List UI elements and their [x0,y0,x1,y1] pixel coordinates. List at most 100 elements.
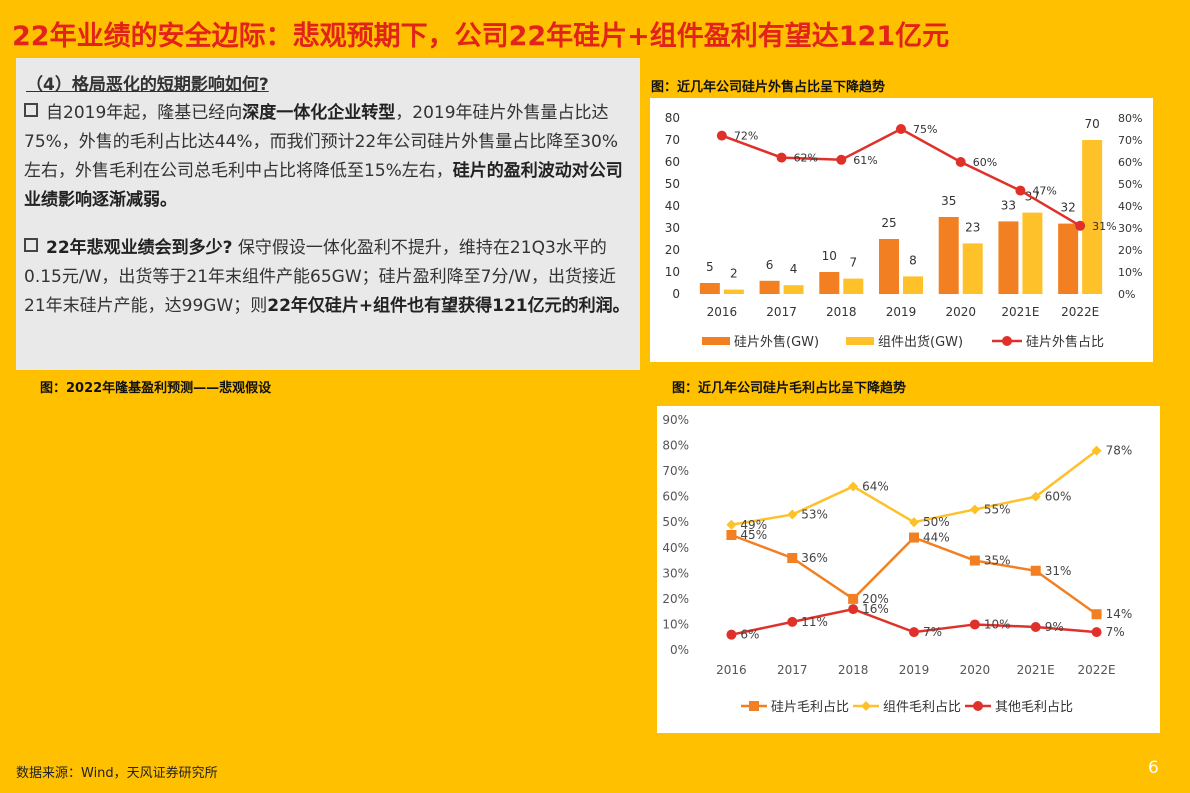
x-axis-tick-label: 2019 [899,663,930,677]
paragraph-transformation: 自2019年起，隆基已经向深度一体化企业转型，2019年硅片外售量占比达75%，… [24,103,623,210]
gross-profit-share-chart: 0% 10% 20% 30% 40% 50% 60% 70% 80% 90% 2016 2017 201… [662,413,1133,715]
line-data-label: 35% [984,554,1011,568]
bar-wafer-sales [938,217,959,294]
y-axis-tick-label: 60% [662,490,689,504]
x-axis-tick-label: 2022E [1078,663,1116,677]
legend-label: 硅片毛利占比 [771,700,849,715]
x-axis-tick-label: 2022E [1061,305,1099,319]
bar-data-label: 10 [822,249,837,263]
point-wafer-profit-share [787,553,798,563]
bar-module-shipments [962,243,983,294]
bar-data-label: 8 [909,253,917,267]
y-axis-tick-label: 10 [665,265,680,279]
line-data-label: 78% [1106,444,1133,458]
line-data-label: 16% [862,602,889,616]
bar-wafer-sales [998,221,1019,294]
line-point-wafer-share [1015,185,1026,196]
text-panel [16,58,640,370]
bar-data-label: 4 [790,262,798,276]
legend-marker-module-profit-share [861,701,871,711]
y2-axis-tick-label: 70% [1118,134,1142,147]
y-axis-tick-label: 0 [672,287,680,301]
line-data-label: 7% [923,625,942,639]
y2-axis-tick-label: 60% [1118,156,1142,169]
line-data-label: 55% [984,502,1011,516]
bar-module-shipments [1022,212,1043,294]
legend-label: 硅片外售(GW) [734,334,819,350]
legend-label: 组件出货(GW) [878,334,963,350]
line-data-label: 60% [973,156,997,169]
y2-axis-tick-label: 80% [1118,112,1142,125]
legend-marker-wafer-profit-share [749,701,759,711]
bar-wafer-sales [699,283,720,294]
line-data-label: 64% [862,479,889,493]
line-data-label: 49% [740,518,767,532]
point-wafer-profit-share [726,530,737,540]
bar-wafer-sales [819,272,840,294]
table-caption: 图：2022年隆基盈利预测——悲观假设 [40,381,272,396]
point-wafer-profit-share [848,593,859,604]
line-data-label: 31% [1092,220,1116,233]
bar-data-label: 32 [1061,201,1076,215]
bar-data-label: 70 [1085,117,1100,131]
line-data-label: 20% [862,592,889,606]
line-data-label: 44% [923,531,950,545]
line-point-wafer-share [716,130,727,141]
y2-axis-tick-label: 30% [1118,222,1142,235]
paragraph-pessimistic-forecast: 22年悲观业绩会到多少? 保守假设一体化盈利不提升，维持在21Q3水平的0.15… [24,238,630,316]
y-axis-tick-label: 40 [665,199,680,213]
line-data-label: 60% [1045,490,1072,504]
line-point-wafer-share [836,154,847,165]
line-data-label: 31% [1045,564,1072,578]
y-axis-tick-label: 50 [665,177,680,191]
slide-title: 22年业绩的安全边际：悲观预期下，公司22年硅片+组件盈利有望达121亿元 [12,21,950,52]
legend-marker-other-profit-share [973,701,983,711]
point-other-profit-share [909,627,919,638]
y-axis-tick-label: 20% [662,592,689,606]
y-axis-tick-label: 30 [665,221,680,235]
line-data-label: 61% [853,154,877,167]
y2-axis-tick-label: 20% [1118,244,1142,257]
point-module-profit-share [1030,491,1041,502]
line-data-label: 9% [1045,620,1064,634]
line-data-label: 6% [740,628,759,642]
point-wafer-profit-share [1030,565,1041,576]
x-axis-tick-label: 2020 [945,305,976,319]
line-point-wafer-share [1075,220,1086,231]
line-data-label: 45% [740,528,767,542]
y-axis-tick-label: 20 [665,243,680,257]
point-other-profit-share [726,629,737,640]
bar-wafer-sales [1058,223,1079,294]
section-subheading: （4）格局恶化的短期影响如何? [26,75,269,95]
legend-label: 组件毛利占比 [883,700,961,715]
y2-axis-tick-label: 40% [1118,200,1142,213]
line-data-label: 11% [801,615,828,629]
point-module-profit-share [909,517,919,528]
legend-swatch-wafer-sales [702,337,730,345]
line-data-label: 14% [1106,607,1133,621]
point-module-profit-share [726,519,737,530]
point-wafer-profit-share [969,555,980,566]
line-module-profit-share [731,449,1098,527]
x-axis-tick-label: 2018 [826,305,857,319]
point-other-profit-share [787,616,798,627]
y-axis-tick-label: 70% [662,464,689,478]
y2-axis-tick-label: 0% [1118,288,1135,301]
bar-wafer-sales [759,280,780,294]
line-data-label: 75% [913,123,937,136]
line-point-wafer-share [776,152,787,163]
legend-label: 硅片外售占比 [1026,334,1104,350]
y-axis-tick-label: 50% [662,515,689,529]
line-point-wafer-share [955,157,966,167]
page-number: 6 [1148,758,1159,778]
line-data-label: 53% [801,508,828,522]
x-axis-tick-label: 2021E [1001,305,1039,319]
bar-data-label: 5 [706,260,714,274]
bar-data-label: 7 [849,256,857,270]
bar-wafer-sales [879,239,899,294]
source-note: 数据来源：Wind，天风证券研究所 [16,766,218,781]
point-wafer-profit-share [1091,609,1102,620]
line-wafer-profit-share [730,533,1098,616]
bar-data-label: 25 [881,216,896,230]
point-other-profit-share [969,619,980,630]
